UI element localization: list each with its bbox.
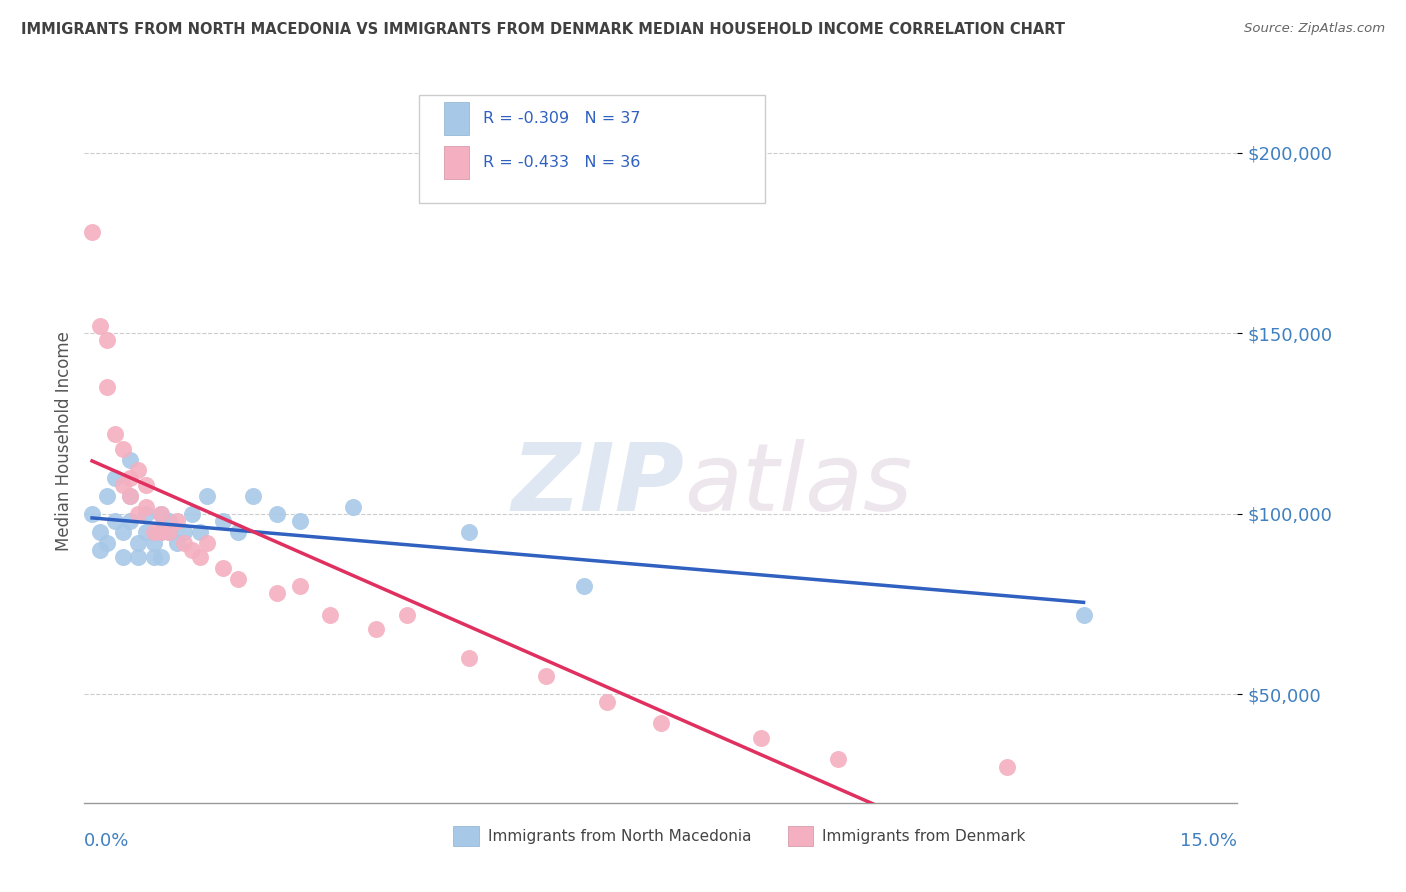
Point bbox=[89, 524, 111, 539]
FancyBboxPatch shape bbox=[419, 95, 765, 203]
FancyBboxPatch shape bbox=[444, 103, 470, 135]
Point bbox=[396, 607, 419, 622]
Point bbox=[995, 760, 1018, 774]
Point bbox=[650, 716, 672, 731]
Point bbox=[181, 507, 204, 521]
Text: 15.0%: 15.0% bbox=[1180, 831, 1237, 850]
Text: R = -0.433   N = 36: R = -0.433 N = 36 bbox=[484, 155, 641, 170]
Point bbox=[89, 318, 111, 333]
Point bbox=[142, 535, 165, 549]
Point bbox=[166, 535, 188, 549]
FancyBboxPatch shape bbox=[444, 146, 470, 179]
Point bbox=[135, 524, 157, 539]
Point bbox=[96, 489, 118, 503]
Text: R = -0.309   N = 37: R = -0.309 N = 37 bbox=[484, 112, 641, 126]
Text: Source: ZipAtlas.com: Source: ZipAtlas.com bbox=[1244, 22, 1385, 36]
Text: 0.0%: 0.0% bbox=[84, 831, 129, 850]
Point bbox=[596, 695, 619, 709]
Point bbox=[181, 542, 204, 557]
Point bbox=[104, 514, 127, 528]
Point bbox=[127, 550, 149, 565]
Point bbox=[120, 489, 142, 503]
Point bbox=[288, 514, 311, 528]
Text: Immigrants from Denmark: Immigrants from Denmark bbox=[823, 829, 1025, 844]
Point bbox=[120, 514, 142, 528]
Point bbox=[534, 669, 557, 683]
Point bbox=[827, 752, 849, 766]
Point bbox=[127, 463, 149, 477]
Point bbox=[111, 478, 134, 492]
Point bbox=[211, 514, 233, 528]
Point bbox=[226, 572, 249, 586]
Point bbox=[150, 507, 173, 521]
Point bbox=[89, 542, 111, 557]
Point bbox=[96, 334, 118, 348]
Point bbox=[226, 524, 249, 539]
Y-axis label: Median Household Income: Median Household Income bbox=[55, 332, 73, 551]
Text: Immigrants from North Macedonia: Immigrants from North Macedonia bbox=[488, 829, 751, 844]
Point bbox=[157, 524, 180, 539]
Point bbox=[266, 586, 288, 600]
FancyBboxPatch shape bbox=[453, 826, 478, 847]
Point bbox=[342, 500, 364, 514]
Point bbox=[111, 524, 134, 539]
Point bbox=[104, 427, 127, 442]
Point bbox=[288, 579, 311, 593]
Point bbox=[111, 550, 134, 565]
Point bbox=[120, 489, 142, 503]
Point bbox=[111, 442, 134, 456]
Point bbox=[104, 470, 127, 484]
Text: atlas: atlas bbox=[683, 440, 912, 531]
Point bbox=[150, 524, 173, 539]
Point bbox=[457, 651, 479, 665]
Point bbox=[173, 524, 195, 539]
Point bbox=[142, 550, 165, 565]
Point bbox=[120, 452, 142, 467]
Text: IMMIGRANTS FROM NORTH MACEDONIA VS IMMIGRANTS FROM DENMARK MEDIAN HOUSEHOLD INCO: IMMIGRANTS FROM NORTH MACEDONIA VS IMMIG… bbox=[21, 22, 1066, 37]
Point bbox=[366, 623, 388, 637]
Point bbox=[96, 535, 118, 549]
Point bbox=[195, 535, 218, 549]
Point bbox=[195, 489, 218, 503]
FancyBboxPatch shape bbox=[787, 826, 813, 847]
Point bbox=[242, 489, 264, 503]
Point bbox=[319, 607, 342, 622]
Point bbox=[1073, 607, 1095, 622]
Point bbox=[188, 524, 211, 539]
Point bbox=[188, 550, 211, 565]
Point bbox=[572, 579, 595, 593]
Point bbox=[80, 225, 103, 239]
Point bbox=[150, 524, 173, 539]
Point bbox=[457, 524, 479, 539]
Point bbox=[166, 514, 188, 528]
Point bbox=[173, 535, 195, 549]
Point bbox=[749, 731, 772, 745]
Point bbox=[135, 478, 157, 492]
Point bbox=[266, 507, 288, 521]
Point bbox=[150, 550, 173, 565]
Point bbox=[157, 524, 180, 539]
Point bbox=[127, 535, 149, 549]
Point bbox=[135, 500, 157, 514]
Point bbox=[120, 470, 142, 484]
Point bbox=[96, 380, 118, 394]
Point bbox=[150, 507, 173, 521]
Point bbox=[127, 507, 149, 521]
Point bbox=[80, 507, 103, 521]
Text: ZIP: ZIP bbox=[510, 439, 683, 531]
Point bbox=[211, 561, 233, 575]
Point bbox=[135, 507, 157, 521]
Point bbox=[157, 514, 180, 528]
Point bbox=[142, 524, 165, 539]
